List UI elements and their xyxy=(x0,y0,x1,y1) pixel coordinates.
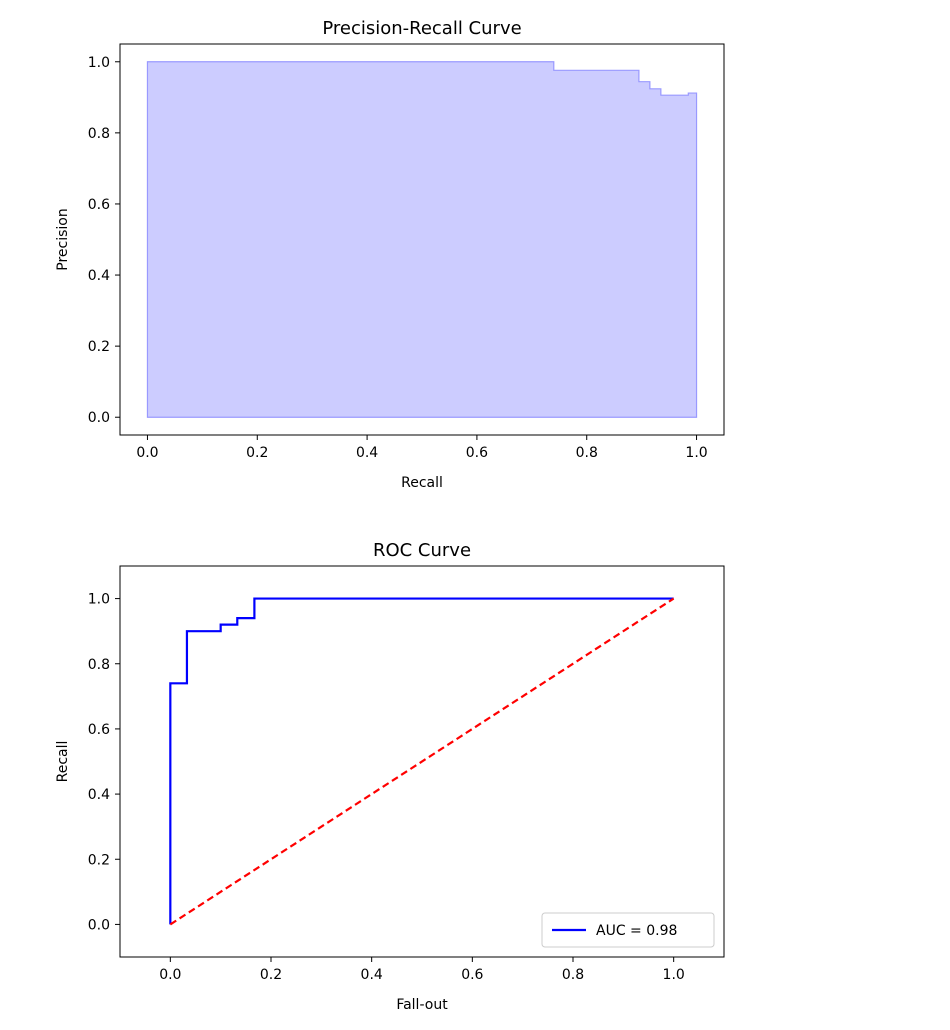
pr-chart-title: Precision-Recall Curve xyxy=(322,18,521,39)
roc-ytick-label: 0.0 xyxy=(88,917,110,933)
pr-ytick-label: 1.0 xyxy=(88,55,110,71)
pr-xtick-label: 1.0 xyxy=(685,445,707,461)
roc-ytick-label: 0.6 xyxy=(88,722,110,738)
pr-xtick-label: 0.2 xyxy=(246,445,268,461)
pr-y-axis-label: Precision xyxy=(55,208,71,270)
pr-x-axis-label: Recall xyxy=(401,475,443,491)
pr-xtick-label: 0.0 xyxy=(136,445,158,461)
roc-chart-title: ROC Curve xyxy=(373,540,471,561)
pr-xtick-label: 0.6 xyxy=(466,445,488,461)
roc-axes-frame xyxy=(119,565,725,958)
pr-ytick-label: 0.4 xyxy=(88,268,110,284)
roc-series-line-0 xyxy=(169,597,674,925)
pr-xtick-label: 0.8 xyxy=(576,445,598,461)
roc-ytick-label: 0.8 xyxy=(88,657,110,673)
roc-series-line-1 xyxy=(169,597,675,926)
roc-ytick-label: 0.4 xyxy=(88,787,110,803)
roc-xtick-label: 0.0 xyxy=(159,967,181,983)
roc-x-axis-label: Fall-out xyxy=(396,997,448,1013)
pr-ytick-label: 0.2 xyxy=(88,339,110,355)
pr-area-fill xyxy=(146,61,698,418)
pr-ytick-label: 0.8 xyxy=(88,126,110,142)
roc-xtick-label: 0.8 xyxy=(562,967,584,983)
roc-xtick-label: 0.2 xyxy=(260,967,282,983)
pr-ytick-label: 0.0 xyxy=(88,410,110,426)
roc-ytick-label: 0.2 xyxy=(88,852,110,868)
roc-ytick-label: 1.0 xyxy=(88,592,110,608)
pr-xtick-label: 0.4 xyxy=(356,445,378,461)
roc-legend-label: AUC = 0.98 xyxy=(596,923,677,939)
roc-legend-box xyxy=(541,912,715,948)
roc-xtick-label: 0.4 xyxy=(361,967,383,983)
pr-ytick-label: 0.6 xyxy=(88,197,110,213)
roc-y-axis-label: Recall xyxy=(55,741,71,783)
roc-xtick-label: 1.0 xyxy=(663,967,685,983)
pr-axes-frame xyxy=(119,43,725,436)
roc-xtick-label: 0.6 xyxy=(461,967,483,983)
